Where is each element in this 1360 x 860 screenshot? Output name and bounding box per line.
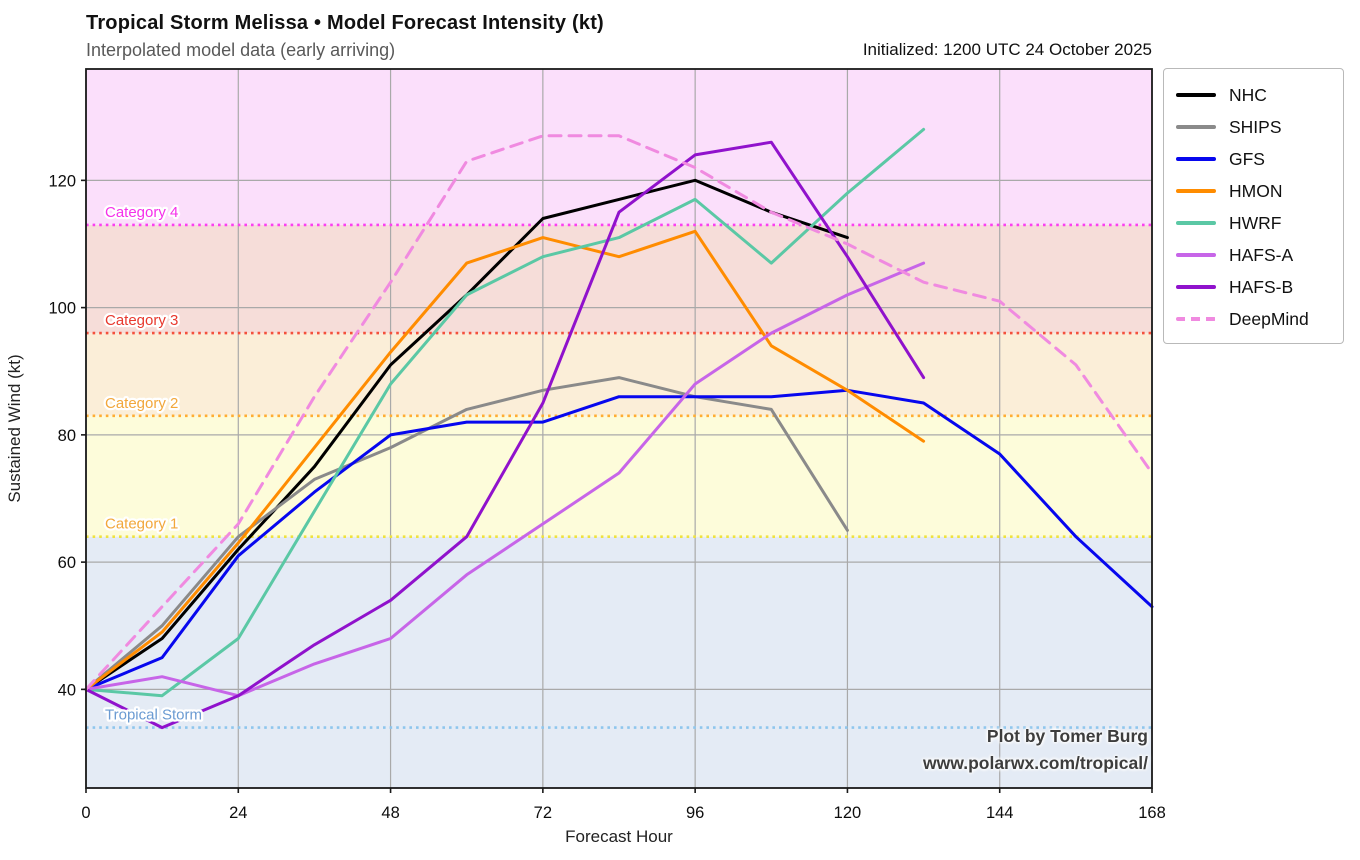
x-tick-label: 96 <box>686 804 704 822</box>
band-category-1 <box>86 415 1152 537</box>
series-line-hmon <box>84 229 926 691</box>
series-line-ships <box>84 376 849 691</box>
x-tick-label: 72 <box>534 804 552 822</box>
model-series <box>84 127 1154 730</box>
series-line-gfs <box>84 388 1154 691</box>
init-time-label: Initialized: 1200 UTC 24 October 2025 <box>862 40 1152 59</box>
y-tick-label: 60 <box>58 554 76 572</box>
category-labels: Tropical Storm Category 1 Category 2 Catego… <box>103 202 204 726</box>
legend: NHC SHIPS GFS HMON HWRF HAFS-A HAFS-B DeepMind <box>1163 68 1344 344</box>
page-subtitle: Interpolated model data (early arriving) <box>86 40 396 60</box>
page-title: Tropical Storm Melissa • Model Forecast … <box>86 12 604 34</box>
gridlines <box>85 69 1153 788</box>
y-tick-label: 100 <box>48 300 76 318</box>
x-tick-label: 48 <box>381 804 399 822</box>
series-line-hwrf <box>84 127 926 698</box>
band-category-2 <box>86 333 1152 416</box>
attribution-url: www.polarwx.com/tropical/ <box>923 753 1148 773</box>
band-category-4 <box>86 69 1152 225</box>
plot-border <box>85 68 1153 789</box>
legend-item-hwrf: HWRF <box>1164 207 1343 239</box>
y-axis-label: Sustained Wind (kt) <box>5 354 24 502</box>
legend-item-label: GFS <box>1229 148 1265 169</box>
legend-item-hafs-b: HAFS-B <box>1164 271 1343 303</box>
legend-swatch-gfs <box>1176 157 1216 161</box>
legend-item-deepmind: DeepMind <box>1164 303 1343 335</box>
band-category-3 <box>86 224 1152 334</box>
legend-swatch-hafs-b <box>1176 285 1216 289</box>
legend-item-ships: SHIPS <box>1164 111 1343 143</box>
x-axis-label: Forecast Hour <box>565 827 673 846</box>
band-tropical-storm <box>86 536 1152 788</box>
legend-item-label: HWRF <box>1229 212 1282 233</box>
category-label-category-4: Category 4 <box>105 204 178 221</box>
legend-item-gfs: GFS <box>1164 143 1343 175</box>
legend-item-label: SHIPS <box>1229 116 1282 137</box>
legend-item-hmon: HMON <box>1164 175 1343 207</box>
series-line-hafs-a <box>84 261 926 698</box>
legend-item-label: DeepMind <box>1229 308 1309 329</box>
category-label-category-3: Category 3 <box>105 312 178 329</box>
legend-swatch-deepmind <box>1176 317 1216 321</box>
legend-item-label: HMON <box>1229 180 1283 201</box>
series-line-deepmind <box>84 134 1154 691</box>
legend-item-hafs-a: HAFS-A <box>1164 239 1343 271</box>
legend-swatch-nhc <box>1176 93 1216 97</box>
category-label-category-1: Category 1 <box>105 516 178 533</box>
legend-item-label: HAFS-B <box>1229 276 1294 297</box>
category-bands <box>86 69 1152 788</box>
legend-item-label: HAFS-A <box>1229 244 1294 265</box>
category-label-tropical-storm: Tropical Storm <box>105 707 202 724</box>
legend-swatch-ships <box>1176 125 1216 129</box>
tick-marks <box>81 179 1153 793</box>
y-tick-label: 40 <box>58 681 76 699</box>
x-tick-label: 0 <box>81 804 90 822</box>
series-line-hafs-b <box>84 140 926 730</box>
legend-swatch-hwrf <box>1176 221 1216 225</box>
x-tick-label: 168 <box>1138 804 1166 822</box>
x-tick-label: 120 <box>834 804 862 822</box>
legend-swatch-hafs-a <box>1176 253 1216 257</box>
tick-labels: 0 24 48 72 96 120 144 168 40 60 80 100 120 <box>48 172 1165 822</box>
legend-swatch-hmon <box>1176 189 1216 193</box>
x-tick-label: 144 <box>986 804 1014 822</box>
x-tick-label: 24 <box>229 804 247 822</box>
y-tick-label: 120 <box>48 172 76 190</box>
y-tick-label: 80 <box>58 427 76 445</box>
attribution-author: Plot by Tomer Burg <box>986 726 1148 746</box>
legend-item-nhc: NHC <box>1164 79 1343 111</box>
category-label-category-2: Category 2 <box>105 395 178 412</box>
legend-item-label: NHC <box>1229 84 1267 105</box>
